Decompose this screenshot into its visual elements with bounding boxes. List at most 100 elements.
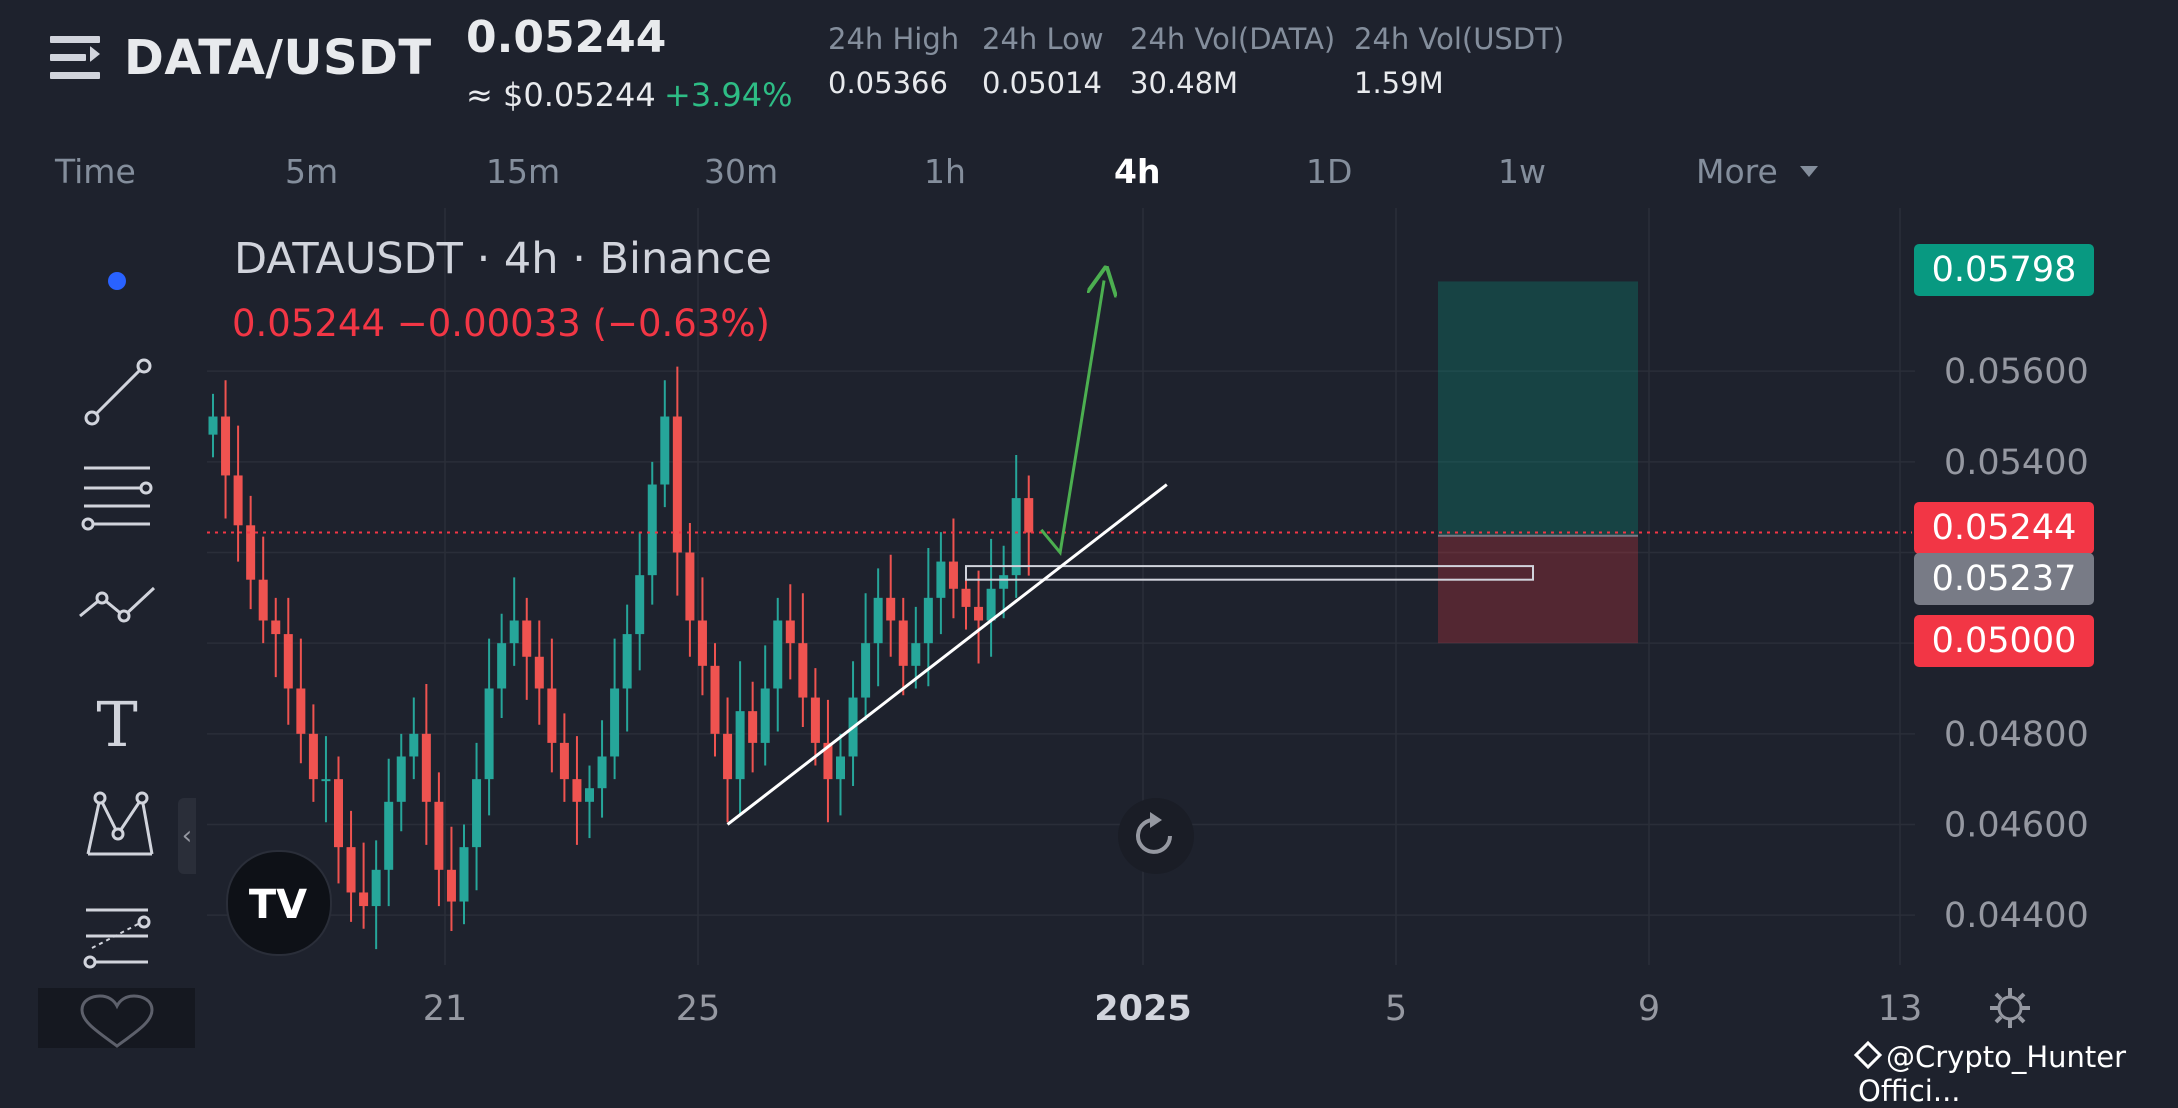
candle-body <box>271 620 281 635</box>
candle-body <box>735 711 745 780</box>
candle-body <box>760 688 770 743</box>
tab-4h[interactable]: 4h <box>1114 152 1161 191</box>
candle-body <box>810 697 820 743</box>
candle-body <box>886 597 896 621</box>
candle-body <box>233 475 243 526</box>
binance-icon <box>1853 1040 1883 1070</box>
candle-body <box>785 620 795 644</box>
candle-body <box>823 742 833 780</box>
tab-1d[interactable]: 1D <box>1306 152 1353 191</box>
stat-value-vol-data: 30.48M <box>1130 66 1239 100</box>
drawing-toolbar: T <box>38 228 195 1048</box>
candle-body <box>283 634 293 689</box>
last-price: 0.05244 <box>466 12 667 63</box>
path-icon <box>79 586 156 623</box>
svg-text:T: T <box>96 688 137 761</box>
y-tick-label: 0.05400 <box>1944 443 2089 483</box>
candle-body <box>798 643 808 698</box>
candle-body <box>861 643 871 698</box>
x-tick-label: 13 <box>1878 989 1923 1029</box>
stat-value-vol-usdt: 1.59M <box>1354 66 1444 100</box>
tab-more[interactable]: More <box>1696 152 1819 191</box>
candle-body <box>723 733 733 780</box>
candle-body <box>522 620 532 657</box>
stop-price-label: 0.05000 <box>1914 615 2094 667</box>
x-tick-label: 25 <box>676 989 721 1029</box>
candle-body <box>459 847 469 902</box>
x-tick-label: 2025 <box>1094 989 1191 1029</box>
candle-body <box>509 620 519 644</box>
candle-body <box>321 779 331 782</box>
watermark: @Crypto_Hunter Offici... <box>1853 1040 2178 1108</box>
pattern-icon <box>86 791 154 856</box>
candle-body <box>610 688 620 757</box>
position-zones <box>1438 281 1638 644</box>
candle-body <box>1024 498 1034 533</box>
pair-title: DATA/USDT <box>124 30 432 86</box>
tab-30m[interactable]: 30m <box>704 152 779 191</box>
candle-body <box>597 756 607 789</box>
tool-pattern[interactable] <box>38 778 195 878</box>
tool-projection[interactable] <box>38 888 195 988</box>
candle-body <box>948 561 958 589</box>
menu-icon[interactable] <box>50 36 100 80</box>
candle-body <box>572 779 582 802</box>
y-tick-label: 0.05600 <box>1944 352 2089 392</box>
target-zone <box>1438 281 1638 536</box>
tab-1h[interactable]: 1h <box>924 152 966 191</box>
candle-body <box>974 606 984 621</box>
candle-body <box>346 847 356 893</box>
y-tick-label: 0.04800 <box>1944 715 2089 755</box>
tradingview-logo: TV <box>226 850 332 956</box>
candle-body <box>359 892 369 907</box>
tool-cursor[interactable] <box>38 228 195 328</box>
candle-body <box>396 756 406 802</box>
change-percent: +3.94% <box>664 76 793 114</box>
reset-chart-button[interactable] <box>1116 796 1196 876</box>
candle-body <box>334 779 343 848</box>
candle-body <box>999 575 1009 589</box>
candle-body <box>748 711 758 743</box>
x-tick-label: 5 <box>1385 989 1407 1029</box>
candle-body <box>484 688 494 780</box>
candle-body <box>409 733 419 757</box>
tool-favorites[interactable] <box>38 988 195 1048</box>
stat-label-low: 24h Low <box>982 22 1104 56</box>
candle-body <box>246 525 256 580</box>
candle-body <box>208 416 218 435</box>
candle-body <box>585 788 594 802</box>
entry-price-label: 0.05237 <box>1914 553 2094 605</box>
stat-label-high: 24h High <box>828 22 960 56</box>
tool-fib[interactable] <box>38 448 195 548</box>
candle-body <box>1011 498 1021 576</box>
target-price-label: 0.05798 <box>1914 244 2094 296</box>
tab-15m[interactable]: 15m <box>486 152 561 191</box>
stat-value-low: 0.05014 <box>982 66 1102 100</box>
tab-5m[interactable]: 5m <box>285 152 339 191</box>
candle-body <box>697 620 707 666</box>
stat-value-high: 0.05366 <box>828 66 948 100</box>
svg-text:TV: TV <box>249 882 307 928</box>
stat-label-vol-usdt: 24h Vol(USDT) <box>1354 22 1565 56</box>
candle-body <box>710 665 720 734</box>
candle-body <box>986 588 996 621</box>
y-tick-label: 0.04600 <box>1944 805 2089 845</box>
candle-body <box>258 579 268 621</box>
stop-zone <box>1438 535 1638 644</box>
tool-path[interactable] <box>38 558 195 658</box>
tab-time[interactable]: Time <box>55 152 136 191</box>
candle-body <box>961 588 971 607</box>
tab-1w[interactable]: 1w <box>1498 152 1546 191</box>
candle-body <box>836 756 845 780</box>
tool-text[interactable]: T <box>38 668 195 768</box>
collapse-toolbar-button[interactable]: ‹ <box>178 798 196 874</box>
settings-icon[interactable] <box>1986 984 2034 1032</box>
stat-label-vol-data: 24h Vol(DATA) <box>1130 22 1336 56</box>
chart-legend-values: 0.05244 −0.00033 (−0.63%) <box>232 302 770 345</box>
resistance-zone <box>965 565 1534 581</box>
candle-body <box>472 779 482 848</box>
candle-body <box>647 484 657 576</box>
candle-body <box>622 634 632 689</box>
x-axis: 21 25 2025 5 9 13 <box>423 989 1923 1029</box>
tool-trendline[interactable] <box>38 338 195 438</box>
